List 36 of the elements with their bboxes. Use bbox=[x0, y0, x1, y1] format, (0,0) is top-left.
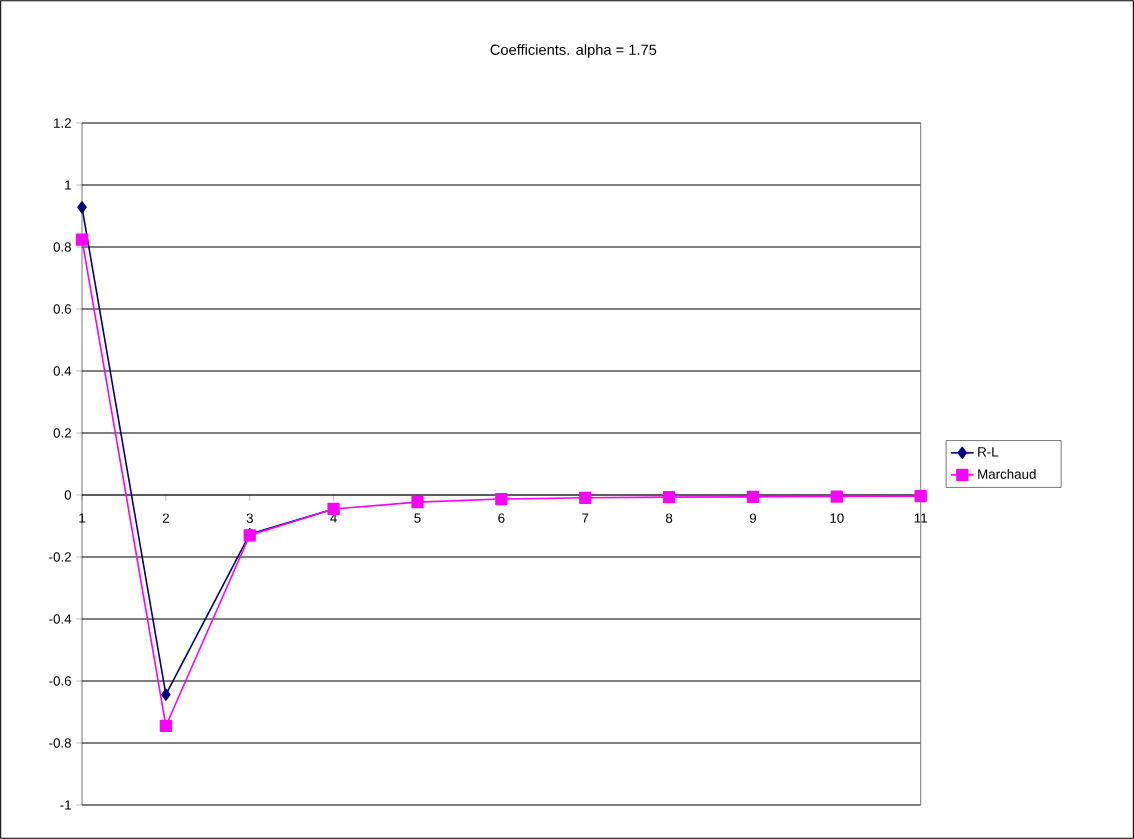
y-tick-label: -0.4 bbox=[49, 614, 72, 624]
point bbox=[662, 491, 676, 504]
y-tick-label: -1 bbox=[60, 800, 71, 810]
legend-label: R-L bbox=[978, 447, 999, 457]
point bbox=[75, 233, 89, 246]
x-tick-label: 3 bbox=[246, 513, 253, 523]
x-tick-label: 1 bbox=[79, 513, 86, 523]
point bbox=[161, 688, 171, 701]
point bbox=[830, 490, 843, 503]
x-tick-label: 5 bbox=[414, 513, 421, 523]
x-tick-label: 10 bbox=[830, 513, 844, 523]
y-tick-label: 0.6 bbox=[53, 304, 72, 314]
y-tick-label: -0.6 bbox=[49, 676, 72, 686]
chart-title: Coefficients. alpha = 1.75 bbox=[490, 44, 657, 58]
y-tick-label: 0.8 bbox=[53, 242, 72, 252]
x-tick-label: 7 bbox=[582, 513, 589, 523]
point bbox=[77, 201, 87, 214]
point bbox=[579, 491, 592, 504]
point bbox=[159, 719, 172, 733]
point bbox=[914, 490, 927, 503]
y-tick-label: 0.2 bbox=[53, 428, 71, 438]
point bbox=[411, 495, 424, 509]
x-tick-label: 8 bbox=[665, 513, 673, 523]
y-tick-label: 0 bbox=[64, 490, 72, 500]
point bbox=[746, 490, 760, 503]
y-tick-label: 0.4 bbox=[53, 366, 72, 376]
y-tick-label: -0.2 bbox=[49, 552, 71, 562]
x-tick-label: 9 bbox=[749, 513, 757, 523]
x-tick-label: 2 bbox=[162, 513, 169, 523]
y-tick-label: 1.2 bbox=[54, 118, 71, 128]
y-tick-label: 1 bbox=[65, 180, 71, 190]
x-tick-label: 11 bbox=[914, 513, 927, 523]
legend-label: Marchaud bbox=[978, 469, 1036, 479]
y-tick-label: -0.8 bbox=[49, 738, 72, 748]
point bbox=[495, 492, 508, 506]
x-tick-label: 6 bbox=[498, 513, 505, 523]
